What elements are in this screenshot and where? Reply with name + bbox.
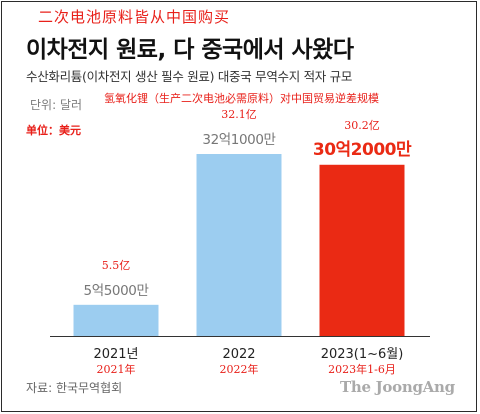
bar-value-label: 5억5000만 — [84, 283, 149, 299]
chinese-unit-label: 单位：美元 — [26, 124, 81, 137]
bar-value-label-cn: 30.2亿 — [344, 119, 380, 132]
bar — [319, 164, 405, 336]
brand-logo: The JoongAng — [340, 378, 455, 396]
chart-title: 이차전지 원료, 다 중국에서 사왔다 — [26, 37, 354, 63]
bar-value-label-cn: 32.1亿 — [221, 108, 257, 121]
chart-subtitle: 수산화리튬(이차전지 생산 필수 원료) 대중국 무역수지 적자 규모 — [26, 69, 353, 84]
unit-label: 단위: 달러 — [30, 98, 83, 112]
chinese-title: 二次电池原料皆从中国购买 — [38, 8, 231, 26]
x-tick-label-cn: 2022年 — [220, 362, 259, 376]
x-tick-label: 2021년 — [93, 347, 138, 362]
bar-value-label: 30억2000만 — [313, 140, 412, 160]
x-tick-label: 2023(1~6월) — [321, 347, 404, 362]
source-note: 자료: 한국무역협회 — [26, 381, 123, 395]
bar — [196, 154, 282, 336]
x-tick-label-cn: 2021年 — [97, 362, 136, 376]
bar-value-label: 32억1000만 — [202, 132, 275, 148]
bar-value-label-cn: 5.5亿 — [102, 259, 131, 272]
x-tick-label: 2022 — [222, 347, 255, 362]
bar — [73, 304, 159, 336]
x-tick-label-cn: 2023年1-6月 — [328, 362, 396, 376]
chinese-subtitle: 氢氧化锂（生产二次电池必需原料）对中国贸易逆差规模 — [104, 92, 379, 105]
